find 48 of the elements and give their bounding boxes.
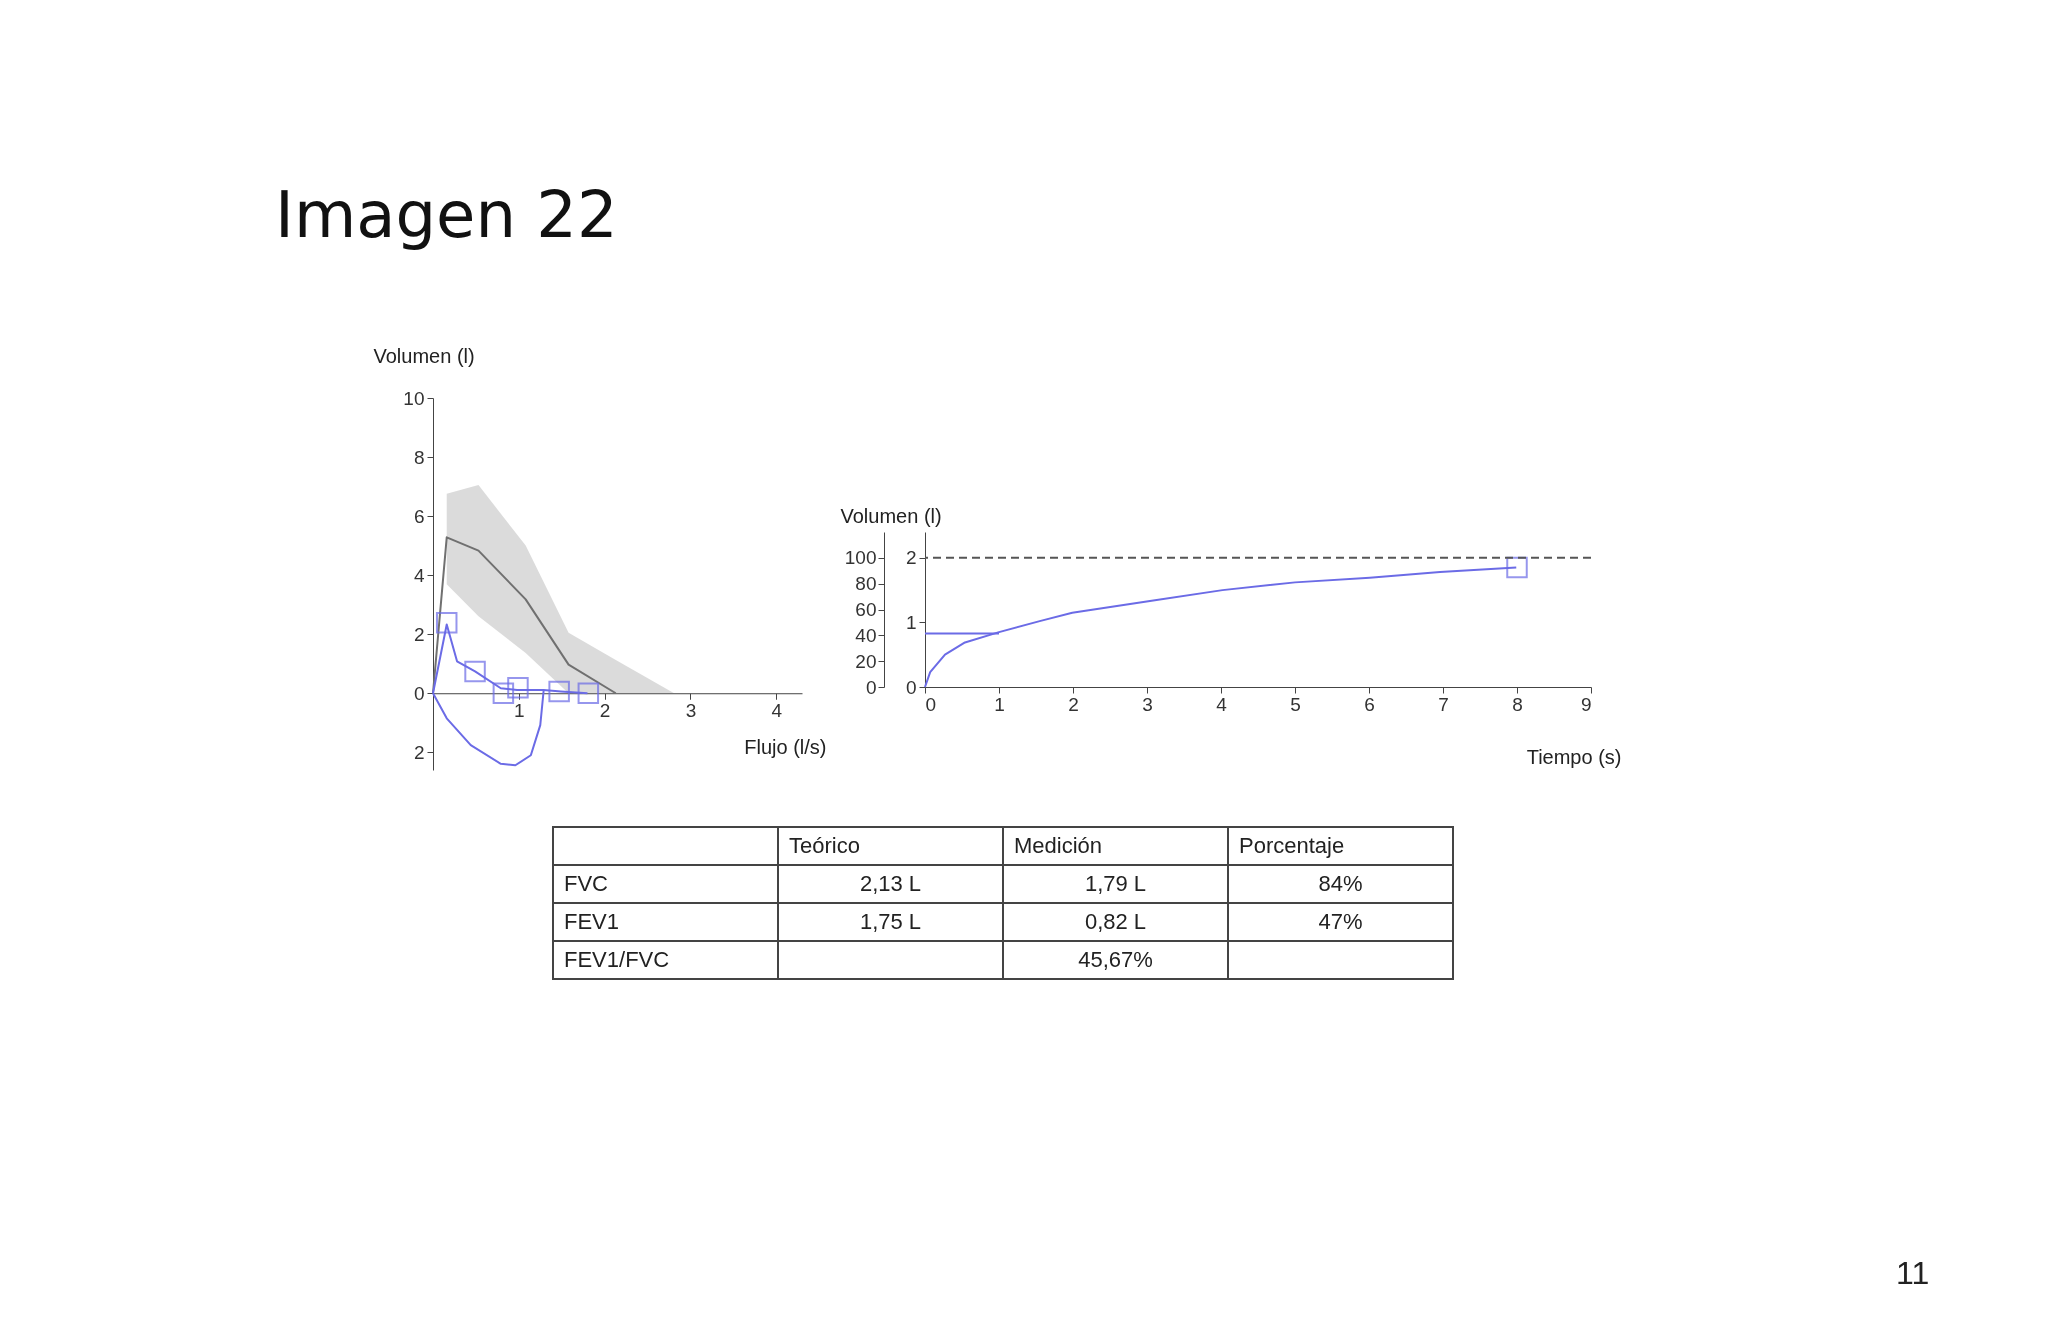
x-tick-label: 5: [1290, 693, 1301, 715]
x-axis-title: Tiempo (s): [1526, 745, 1622, 768]
x-tick-label: 2: [599, 699, 611, 721]
text: 1,75 L: [859, 909, 922, 934]
text: 0,82 L: [1084, 909, 1147, 934]
y-tick-label: 0: [905, 676, 917, 698]
text: 2,13 L: [859, 871, 922, 896]
y2-tick-label: 20: [855, 650, 877, 672]
y-axis-title: Volumen (l): [840, 504, 942, 527]
category-label: Medición: [1003, 827, 1228, 865]
x-tick-label: 2: [1068, 693, 1079, 715]
chart-title: Imagen 22: [275, 178, 618, 252]
x-tick-label: 0: [925, 693, 937, 715]
text: 45,67%: [1078, 947, 1153, 972]
text: 11: [1896, 1255, 1930, 1292]
category-label: Teórico: [778, 827, 1003, 865]
y-tick-label: 1: [905, 611, 917, 633]
category-label: FVC: [564, 871, 608, 896]
y2-tick-label: 100: [844, 547, 877, 569]
category-label: Porcentaje: [1228, 827, 1453, 865]
text: 84%: [1318, 871, 1363, 896]
category-label: FEV1: [564, 909, 620, 934]
y-tick-label: 2: [413, 741, 425, 763]
y-tick-label: 8: [413, 446, 425, 468]
y2-tick-label: 80: [855, 573, 877, 595]
x-tick-label: 1: [994, 693, 1005, 715]
y-tick-label: 4: [413, 564, 425, 586]
text: 1,79 L: [1084, 871, 1147, 896]
y-tick-label: 2: [905, 547, 917, 569]
y-axis-title: Volumen (l): [373, 344, 475, 367]
text: 47%: [1318, 909, 1363, 934]
y-tick-label: 6: [413, 505, 425, 527]
x-tick-label: 8: [1512, 693, 1523, 715]
category-label: FEV1/FVC: [564, 947, 670, 972]
y2-tick-label: 0: [865, 676, 877, 698]
x-tick-label: 1: [514, 699, 525, 721]
x-tick-label: 7: [1438, 693, 1449, 715]
x-tick-label: 4: [1216, 693, 1228, 715]
x-tick-label: 6: [1364, 693, 1375, 715]
x-axis-title: Flujo (l/s): [744, 735, 827, 758]
y2-tick-label: 40: [855, 624, 877, 646]
y2-tick-label: 60: [855, 599, 877, 620]
x-tick-label: 3: [1142, 693, 1153, 715]
y-tick-label: 10: [403, 387, 425, 409]
x-tick-label: 3: [685, 699, 697, 721]
x-tick-label: 4: [771, 699, 783, 721]
y-tick-label: 2: [413, 623, 425, 645]
x-tick-label: 9: [1580, 693, 1592, 715]
